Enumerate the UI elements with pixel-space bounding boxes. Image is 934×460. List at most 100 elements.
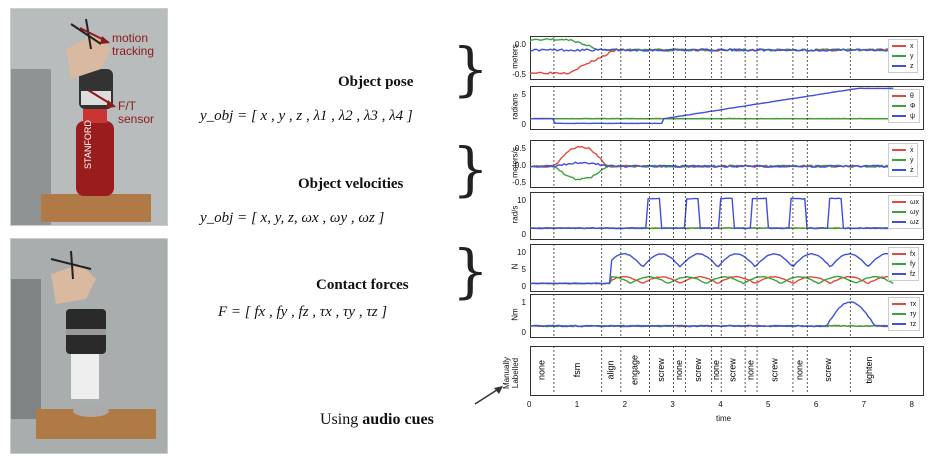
- legend-entry-4-2: fz: [892, 269, 915, 279]
- label-object-velocities: Object velocities: [298, 176, 404, 192]
- legend-swatch-4-2: [892, 273, 906, 275]
- equation-forces: F = [ fx , fy , fz , τx , τy , τz ]: [218, 304, 388, 320]
- legend-swatch-2-0: [892, 149, 906, 151]
- x-tick-0: 0: [527, 400, 532, 409]
- equation-pose: y_obj = [ x , y , z , λ1 , λ2 , λ3 , λ4 …: [200, 108, 413, 124]
- plot-panel-5: [530, 294, 924, 338]
- plot-legend-4: fx fy fz: [888, 247, 920, 281]
- manual-segment-label-13: tighten: [864, 356, 874, 383]
- plot-ytick-1-0: 5: [521, 90, 526, 99]
- bottle-text: STANFORD: [83, 120, 93, 169]
- plot-ytick-2-0: 0.5: [514, 144, 526, 153]
- legend-entry-1-1: Φ: [892, 101, 916, 111]
- brace-velocities: }: [452, 135, 489, 203]
- legend-entry-3-0: ωx: [892, 197, 919, 207]
- legend-label-4-1: fy: [910, 260, 916, 268]
- x-tick-6: 6: [813, 400, 819, 409]
- plot-ytick-3-1: 0: [521, 230, 526, 239]
- legend-entry-5-1: τy: [892, 309, 916, 319]
- plot-lines-3: [530, 192, 894, 238]
- screw-photo-illustration: [11, 239, 167, 453]
- brace-pose: }: [452, 35, 489, 103]
- manual-segment-label-9: none: [745, 360, 755, 380]
- legend-entry-2-2: ż: [892, 165, 914, 175]
- legend-swatch-3-1: [892, 211, 906, 213]
- legend-entry-2-0: ẋ: [892, 145, 914, 155]
- series-line-2-2: [530, 161, 894, 169]
- legend-swatch-1-0: [892, 95, 906, 97]
- plot-ytick-2-2: -0.5: [512, 178, 526, 187]
- legend-swatch-0-2: [892, 65, 906, 67]
- legend-swatch-3-0: [892, 201, 906, 203]
- legend-label-1-2: ψ: [910, 112, 915, 120]
- audio-label-text: Using: [320, 411, 363, 428]
- plot-panel-3: [530, 192, 924, 240]
- legend-swatch-3-2: [892, 221, 906, 223]
- legend-label-2-2: ż: [910, 166, 914, 174]
- manual-segment-label-1: fsm: [572, 363, 582, 378]
- legend-label-1-0: θ: [910, 92, 914, 100]
- legend-swatch-5-0: [892, 303, 906, 305]
- plot-lines-1: [530, 86, 894, 128]
- legend-swatch-5-2: [892, 323, 906, 325]
- legend-swatch-2-1: [892, 159, 906, 161]
- plot-ytick-1-1: 0: [521, 120, 526, 129]
- legend-label-3-0: ωx: [910, 198, 919, 206]
- legend-label-4-2: fz: [910, 270, 916, 278]
- manual-segment-label-5: none: [674, 360, 684, 380]
- manual-segment-label-0: none: [536, 360, 546, 380]
- legend-swatch-2-2: [892, 169, 906, 171]
- equation-velocities: y_obj = [ x, y, z, ωx , ωy , ωz ]: [200, 210, 385, 226]
- manual-segment-label-10: screw: [769, 358, 779, 382]
- legend-swatch-4-1: [892, 263, 906, 265]
- annotation-motion-tracking: motion tracking: [112, 31, 155, 58]
- plot-ytick-4-2: 0: [521, 282, 526, 291]
- label-object-pose: Object pose: [338, 74, 414, 90]
- legend-label-0-2: z: [910, 62, 914, 70]
- legend-swatch-4-0: [892, 253, 906, 255]
- legend-entry-1-2: ψ: [892, 111, 916, 121]
- x-tick-5: 5: [766, 400, 771, 409]
- legend-entry-0-0: x: [892, 41, 914, 51]
- legend-entry-2-1: ẏ: [892, 155, 914, 165]
- manual-segment-label-7: none: [711, 360, 721, 380]
- plot-ytick-0-0: 0.0: [514, 40, 526, 49]
- manual-segments: none fsm align engage screw none screw none scre…: [536, 346, 874, 394]
- legend-entry-3-1: ωy: [892, 207, 919, 217]
- legend-entry-1-0: θ: [892, 91, 916, 101]
- plot-lines-4: [530, 244, 894, 290]
- manual-label-track: [530, 346, 924, 396]
- legend-entry-0-1: y: [892, 51, 914, 61]
- legend-swatch-0-1: [892, 55, 906, 57]
- plot-lines-0: [530, 36, 894, 78]
- x-tick-8: 8: [909, 400, 914, 409]
- plot-ytick-5-0: 1: [521, 298, 526, 307]
- x-tick-2: 2: [622, 400, 628, 409]
- legend-swatch-0-0: [892, 45, 906, 47]
- manual-segment-label-6: screw: [693, 358, 703, 382]
- legend-label-5-2: τz: [910, 320, 917, 328]
- plot-ytick-5-1: 0: [521, 328, 526, 337]
- audio-label-bold: audio cues: [362, 411, 434, 428]
- plot-ytick-0-1: -0.5: [512, 70, 526, 79]
- legend-entry-4-0: fx: [892, 249, 915, 259]
- manual-segment-label-4: screw: [656, 358, 666, 382]
- legend-swatch-5-1: [892, 313, 906, 315]
- brace-forces: }: [452, 237, 489, 305]
- plot-legend-3: ωx ωy ωz: [888, 195, 923, 229]
- legend-entry-5-0: τx: [892, 299, 916, 309]
- legend-label-2-1: ẏ: [910, 156, 914, 164]
- x-tick-1: 1: [574, 400, 580, 409]
- plot-lines-2: [530, 140, 894, 186]
- legend-label-3-1: ωy: [910, 208, 919, 216]
- series-line-0-2: [530, 48, 894, 52]
- legend-label-4-0: fx: [910, 250, 916, 258]
- manual-label-ylabel: Manually Labelled: [502, 357, 520, 390]
- x-tick-7: 7: [861, 400, 867, 409]
- manual-segment-label-11: none: [794, 360, 804, 380]
- legend-entry-3-2: ωz: [892, 217, 919, 227]
- legend-label-3-2: ωz: [910, 218, 919, 226]
- plot-ytick-4-1: 5: [521, 265, 526, 274]
